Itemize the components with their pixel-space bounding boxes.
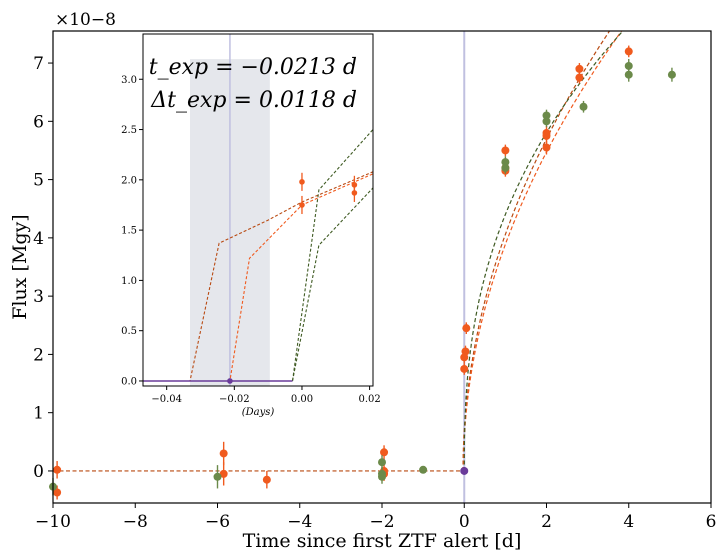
main-green-point-13	[667, 70, 676, 79]
main-orange-point-5	[380, 448, 389, 457]
inset-ytick-label-4: 2.0	[121, 175, 137, 186]
inset-ytick-label-0: 0.0	[121, 376, 137, 387]
inset-xtick-label-3: 0.02	[358, 394, 380, 405]
inset-model-curve-2	[143, 129, 373, 382]
main-ytick-label-7: 7	[33, 54, 44, 74]
main-green-point-11	[624, 70, 633, 79]
main-ytick-label-6: 6	[33, 112, 44, 132]
main-ytick-label-1: 1	[33, 404, 44, 424]
inset-point-1	[299, 202, 305, 208]
inset-point-3	[351, 190, 358, 196]
inset-ytick-label-5: 2.5	[121, 125, 137, 136]
main-y-axis-label: Flux [Mgy]	[9, 214, 31, 319]
main-model-curve-1	[462, 31, 623, 471]
main-xtick-label-7: 4	[623, 512, 634, 532]
main-orange-point-17	[542, 143, 551, 152]
main-ytick-label-2: 2	[33, 345, 44, 365]
inset-point-4	[227, 378, 233, 384]
inset-model-curve-3	[291, 187, 373, 382]
main-ytick-label-3: 3	[33, 287, 44, 307]
main-y-multiplier: ×10−8	[55, 10, 116, 30]
main-orange-point-20	[624, 47, 633, 56]
main-xtick-label-6: 2	[541, 512, 552, 532]
main-green-point-1	[213, 472, 222, 481]
main-orange-point-3	[219, 469, 228, 478]
main-green-point-10	[579, 102, 588, 111]
main-orange-point-1	[53, 488, 62, 497]
main-xtick-label-1: −8	[123, 512, 148, 532]
main-green-point-5	[419, 465, 428, 474]
main-green-point-2	[378, 458, 386, 467]
main-ytick-label-5: 5	[33, 171, 44, 191]
main-ytick-label-4: 4	[33, 229, 44, 249]
main-green-point-4	[378, 472, 386, 481]
main-xtick-label-0: −10	[35, 512, 71, 532]
main-orange-point-19	[575, 64, 584, 73]
main-green-point-7	[501, 163, 510, 172]
inset-point-0	[299, 179, 305, 185]
inset-annotation-dtexp: Δt_exp = 0.0118 d	[150, 88, 357, 113]
main-model-curve-2	[463, 31, 624, 471]
main-xtick-label-3: −4	[287, 512, 312, 532]
main-orange-point-2	[219, 449, 228, 458]
inset-xtick-label-0: −0.04	[151, 394, 182, 405]
inset-ytick-label-6: 3.0	[121, 75, 137, 86]
main-green-point-12	[624, 61, 633, 70]
main-xtick-label-2: −6	[205, 512, 230, 532]
main-x-axis-label: Time since first ZTF alert [d]	[243, 530, 522, 552]
main-orange-point-16	[542, 131, 551, 140]
main-orange-point-0	[53, 465, 62, 474]
main-xtick-label-4: −2	[369, 512, 394, 532]
inset-x-axis-label: (Days)	[242, 407, 275, 418]
main-orange-point-8	[460, 364, 469, 373]
main-model-curve-0	[462, 31, 611, 471]
inset-ytick-label-2: 1.0	[121, 276, 137, 287]
main-orange-point-11	[462, 324, 471, 333]
inset-plot	[143, 34, 373, 386]
main-purple-point-0	[460, 466, 469, 475]
inset-annotation-texp: t_exp = −0.0213 d	[149, 55, 357, 80]
main-ytick-label-0: 0	[33, 462, 44, 482]
main-orange-point-18	[575, 73, 584, 82]
inset-xtick-label-2: 0.00	[291, 394, 313, 405]
inset-xtick-label-1: −0.02	[219, 394, 250, 405]
main-xtick-label-8: 6	[706, 512, 717, 532]
main-models	[462, 31, 624, 471]
main-green-point-9	[542, 117, 551, 126]
inset-frame	[142, 33, 374, 387]
inset-ytick-label-1: 0.5	[121, 326, 137, 337]
inset-ytick-label-3: 1.5	[121, 226, 137, 237]
main-orange-point-12	[501, 146, 510, 155]
main-xtick-label-5: 0	[459, 512, 470, 532]
main-orange-point-4	[262, 475, 271, 484]
main-orange-point-10	[461, 347, 470, 356]
